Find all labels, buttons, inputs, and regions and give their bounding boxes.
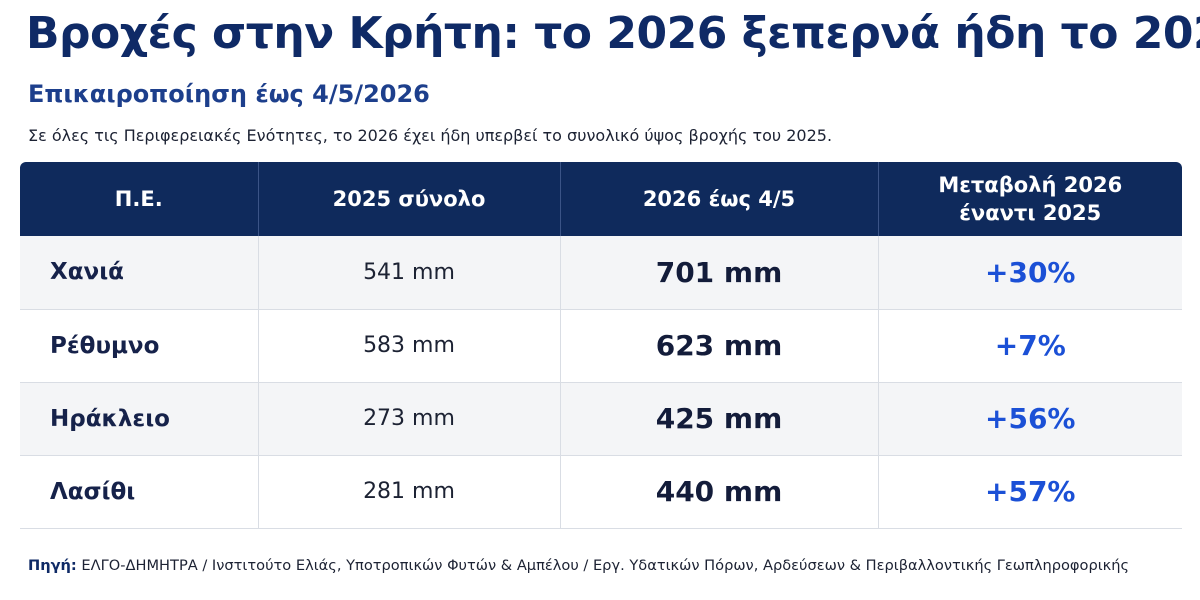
- column-header-change-line1: Μεταβολή 2026: [938, 173, 1123, 197]
- region-cell: Ηράκλειο: [20, 382, 259, 456]
- total-2025-cell: 583 mm: [258, 309, 561, 383]
- to-date-2026-cell: 623 mm: [560, 309, 879, 383]
- column-header-2026-to-date: 2026 έως 4/5: [560, 162, 879, 236]
- region-cell: Ρέθυμνο: [20, 309, 259, 383]
- table-row: Λασίθι 281 mm 440 mm +57%: [20, 455, 1182, 529]
- page-subtitle: Επικαιροποίηση έως 4/5/2026: [28, 80, 430, 108]
- column-header-2025-total: 2025 σύνολο: [258, 162, 561, 236]
- source-text: ΕΛΓΟ-ΔΗΜΗΤΡΑ / Ινστιτούτο Ελιάς, Υποτροπ…: [81, 557, 1130, 574]
- total-2025-cell: 541 mm: [258, 236, 561, 310]
- source-credit: Πηγή: ΕΛΓΟ-ΔΗΜΗΤΡΑ / Ινστιτούτο Ελιάς, Υ…: [28, 557, 1129, 574]
- total-2025-cell: 281 mm: [258, 455, 561, 529]
- table-header: Π.Ε. 2025 σύνολο 2026 έως 4/5 Μεταβολή 2…: [20, 162, 1182, 236]
- column-header-change: Μεταβολή 2026 έναντι 2025: [878, 162, 1182, 236]
- region-cell: Λασίθι: [20, 455, 259, 529]
- source-label: Πηγή:: [28, 557, 77, 574]
- change-cell: +57%: [878, 455, 1182, 529]
- to-date-2026-cell: 425 mm: [560, 382, 879, 456]
- column-header-region: Π.Ε.: [20, 162, 259, 236]
- change-cell: +30%: [878, 236, 1182, 310]
- change-cell: +7%: [878, 309, 1182, 383]
- rainfall-table: Π.Ε. 2025 σύνολο 2026 έως 4/5 Μεταβολή 2…: [20, 162, 1182, 529]
- change-cell: +56%: [878, 382, 1182, 456]
- to-date-2026-cell: 440 mm: [560, 455, 879, 529]
- table-row: Χανιά 541 mm 701 mm +30%: [20, 236, 1182, 310]
- total-2025-cell: 273 mm: [258, 382, 561, 456]
- region-cell: Χανιά: [20, 236, 259, 310]
- summary-note: Σε όλες τις Περιφερειακές Ενότητες, το 2…: [28, 126, 833, 145]
- table-row: Ηράκλειο 273 mm 425 mm +56%: [20, 382, 1182, 456]
- column-header-change-line2: έναντι 2025: [959, 201, 1102, 225]
- page-title: Βροχές στην Κρήτη: το 2026 ξεπερνά ήδη τ…: [26, 8, 1200, 59]
- table-row: Ρέθυμνο 583 mm 623 mm +7%: [20, 309, 1182, 383]
- to-date-2026-cell: 701 mm: [560, 236, 879, 310]
